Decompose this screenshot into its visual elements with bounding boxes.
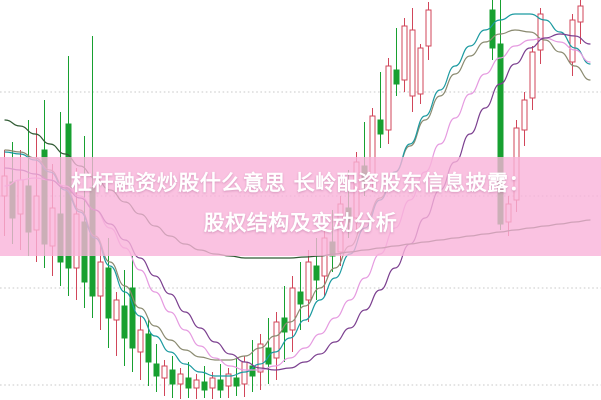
candle-body [489,9,496,49]
candle-body [97,261,104,297]
candle-body [233,377,240,387]
candle-body [321,237,328,277]
candle-body [193,379,200,389]
candle-body [385,65,392,131]
candle-body [377,119,384,135]
candle-body [417,47,424,95]
candle-body [145,333,152,363]
candle-body [113,299,120,321]
candle-body [313,265,320,281]
candle-body [121,305,128,339]
candle-body [217,379,224,391]
candle-body [401,25,408,81]
candle-body [393,69,400,85]
candle-body [425,9,432,47]
overlay-title-line1: 杠杆融资炒股什么意思 长岭配资股东信息披露： [70,171,531,195]
overlay-title-line2: 股权结构及变动分析 [203,211,398,235]
candle-body [241,361,248,385]
overlay-title: 杠杆融资炒股什么意思 长岭配资股东信息披露： 股权结构及变动分析 [0,163,601,243]
candle-body [129,287,136,349]
candle-body [209,377,216,389]
candle-body [249,365,256,377]
candle-body [297,291,304,305]
candle-body [537,13,544,51]
candle-body [409,29,416,97]
candle-body [137,329,144,353]
candle-body [273,321,280,359]
candle-body [105,267,112,319]
candle-body [177,373,184,385]
candle-body [577,5,584,23]
candle-body [289,287,296,331]
candle-body [161,365,168,379]
candle-body [569,19,576,63]
candle-body [529,51,536,99]
candle-body [225,373,232,387]
candle-body [201,381,208,391]
candle-body [185,377,192,389]
candle-body [521,99,528,131]
candle-body [169,369,176,385]
candle-body [305,261,312,301]
candle-body [257,343,264,373]
candle-body [153,363,160,377]
